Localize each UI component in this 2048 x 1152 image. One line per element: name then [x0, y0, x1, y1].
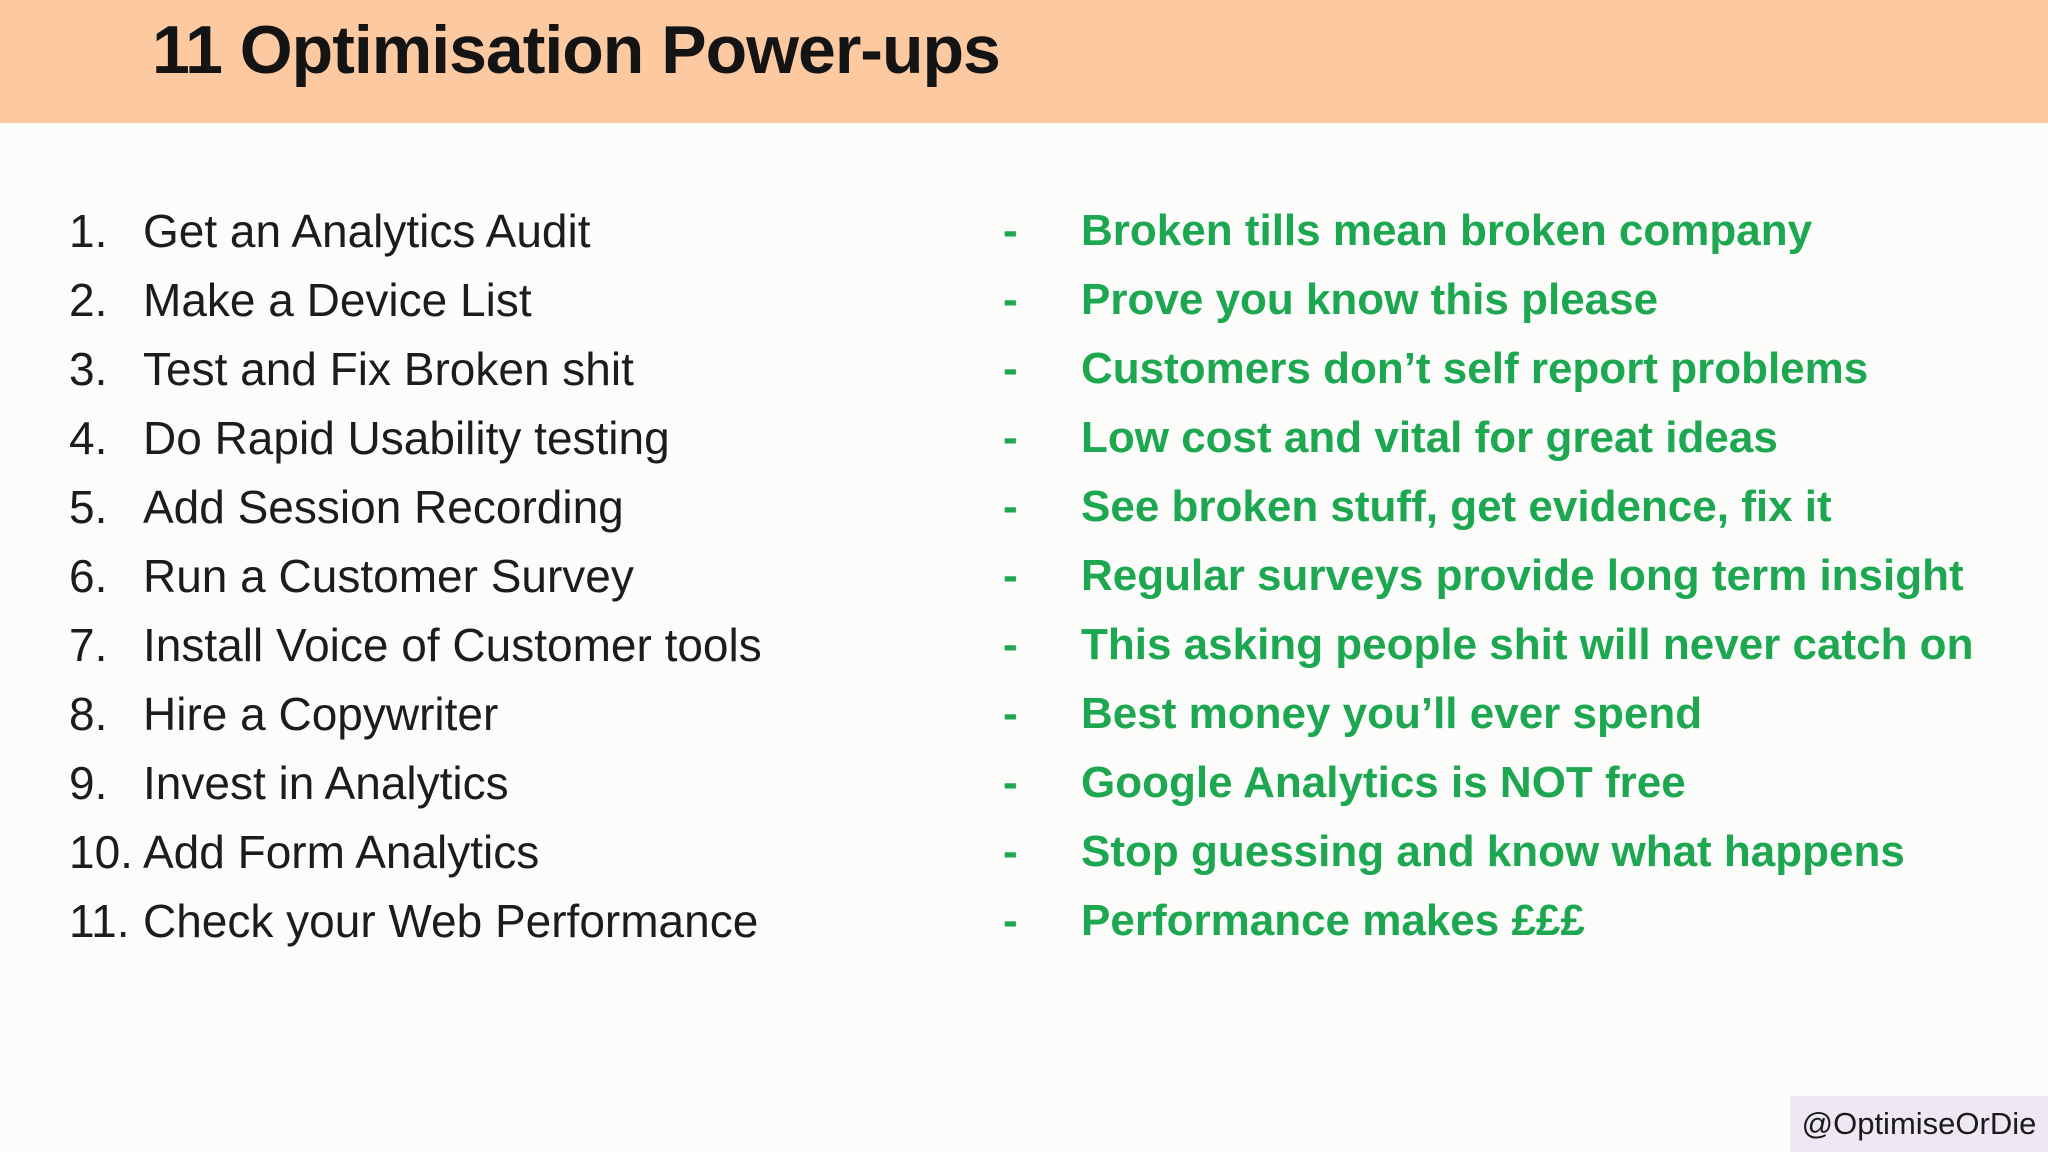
item-note: This asking people shit will never catch… [1081, 619, 1974, 669]
item-number: 7. [69, 618, 108, 671]
item-number: 1. [69, 204, 108, 257]
page-title: 11 Optimisation Power-ups [152, 12, 1001, 88]
item-note: Customers don’t self report problems [1081, 343, 1869, 393]
item-note: Performance makes £££ [1081, 895, 1585, 945]
dash-bullet: - [1003, 757, 1018, 807]
item-number: 5. [69, 480, 108, 533]
title-banner: 11 Optimisation Power-ups [0, 0, 2048, 123]
item-note: Stop guessing and know what happens [1081, 826, 1905, 876]
item-number: 4. [69, 411, 108, 464]
item-label: Make a Device List [143, 273, 532, 326]
dash-bullet: - [1003, 550, 1018, 600]
item-label: Invest in Analytics [143, 756, 509, 809]
item-label: Add Form Analytics [143, 825, 540, 878]
item-number: 8. [69, 687, 108, 740]
item-number: 9. [69, 756, 108, 809]
item-label: Install Voice of Customer tools [143, 618, 762, 671]
item-number: 3. [69, 342, 108, 395]
dash-bullet: - [1003, 274, 1018, 324]
dash-bullet: - [1003, 205, 1018, 255]
watermark-badge: @OptimiseOrDie [1790, 1096, 2048, 1152]
item-note: Low cost and vital for great ideas [1081, 412, 1778, 462]
item-label: Hire a Copywriter [143, 687, 499, 740]
item-label: Do Rapid Usability testing [143, 411, 670, 464]
item-note: Best money you’ll ever spend [1081, 688, 1703, 738]
powerups-list: 1. Get an Analytics Audit - Broken tills… [69, 196, 1973, 955]
item-label: Get an Analytics Audit [143, 204, 591, 257]
dash-bullet: - [1003, 343, 1018, 393]
item-note: Prove you know this please [1081, 274, 1659, 324]
item-note: Regular surveys provide long term insigh… [1081, 550, 1964, 600]
watermark-text: @OptimiseOrDie [1801, 1106, 2037, 1141]
item-note: Google Analytics is NOT free [1081, 757, 1686, 807]
dash-bullet: - [1003, 619, 1018, 669]
item-label: Test and Fix Broken shit [143, 342, 634, 395]
item-note: See broken stuff, get evidence, fix it [1081, 481, 1832, 531]
item-label: Add Session Recording [143, 480, 624, 533]
dash-bullet: - [1003, 826, 1018, 876]
item-note: Broken tills mean broken company [1081, 205, 1813, 255]
item-number: 10. [69, 825, 133, 878]
dash-bullet: - [1003, 481, 1018, 531]
item-label: Run a Customer Survey [143, 549, 634, 602]
item-number: 6. [69, 549, 108, 602]
dash-bullet: - [1003, 412, 1018, 462]
item-number: 11. [69, 894, 130, 947]
dash-bullet: - [1003, 688, 1018, 738]
dash-bullet: - [1003, 895, 1018, 945]
item-number: 2. [69, 273, 108, 326]
item-label: Check your Web Performance [143, 894, 759, 947]
